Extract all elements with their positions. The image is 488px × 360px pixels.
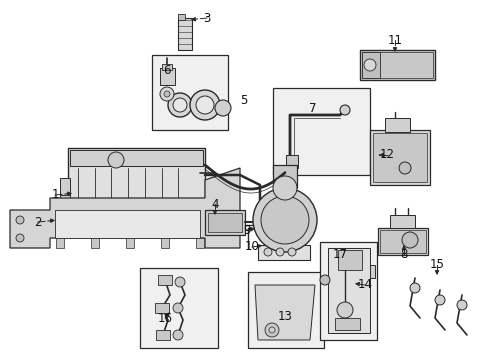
Circle shape: [173, 98, 186, 112]
Circle shape: [168, 93, 192, 117]
Circle shape: [336, 302, 352, 318]
Bar: [379, 230, 425, 253]
Text: 11: 11: [386, 33, 402, 46]
Bar: [140, 268, 218, 348]
Text: 8: 8: [400, 248, 407, 261]
Bar: [247, 272, 324, 348]
Text: 6: 6: [163, 63, 170, 77]
Text: 1: 1: [51, 189, 59, 202]
Bar: [158, 275, 172, 285]
Bar: [359, 265, 374, 278]
Circle shape: [160, 87, 174, 101]
Bar: [160, 68, 175, 85]
Polygon shape: [254, 285, 314, 340]
Bar: [60, 195, 70, 207]
Circle shape: [401, 232, 417, 248]
Bar: [384, 118, 409, 132]
Bar: [155, 303, 169, 313]
Bar: [156, 330, 170, 340]
Bar: [60, 178, 70, 198]
Circle shape: [175, 277, 184, 287]
Bar: [372, 133, 426, 182]
Circle shape: [319, 275, 329, 285]
Circle shape: [261, 196, 308, 244]
Circle shape: [339, 105, 349, 115]
Text: 10: 10: [244, 240, 259, 253]
Circle shape: [252, 188, 316, 252]
Circle shape: [398, 162, 410, 174]
Circle shape: [268, 327, 274, 333]
Bar: [178, 14, 184, 20]
Bar: [204, 210, 244, 235]
Text: 17: 17: [332, 248, 347, 261]
Bar: [56, 238, 64, 248]
Bar: [272, 165, 296, 188]
Circle shape: [287, 248, 295, 256]
Bar: [369, 130, 429, 185]
Bar: [337, 250, 361, 270]
Bar: [70, 150, 203, 166]
Bar: [162, 64, 172, 70]
Circle shape: [173, 303, 183, 313]
Circle shape: [16, 234, 24, 242]
Text: 16: 16: [157, 311, 172, 324]
Bar: [65, 203, 207, 220]
Circle shape: [108, 152, 124, 168]
Circle shape: [163, 91, 170, 97]
Bar: [264, 288, 307, 305]
Bar: [359, 50, 434, 80]
Bar: [68, 148, 204, 215]
Bar: [152, 55, 227, 130]
Circle shape: [16, 216, 24, 224]
Bar: [272, 88, 369, 175]
Text: 3: 3: [203, 12, 210, 24]
Bar: [207, 213, 242, 232]
Text: 15: 15: [428, 258, 444, 271]
Bar: [389, 215, 414, 228]
Bar: [361, 52, 379, 78]
Circle shape: [196, 96, 214, 114]
Bar: [327, 248, 369, 333]
Circle shape: [275, 248, 284, 256]
Text: 14: 14: [357, 279, 372, 292]
Text: 5: 5: [240, 94, 247, 107]
Circle shape: [272, 176, 296, 200]
Bar: [361, 52, 432, 78]
Circle shape: [173, 330, 183, 340]
Circle shape: [434, 295, 444, 305]
Polygon shape: [55, 210, 200, 238]
Circle shape: [190, 90, 220, 120]
Bar: [319, 242, 376, 340]
Text: 4: 4: [211, 198, 218, 211]
Text: 12: 12: [379, 148, 394, 162]
Bar: [178, 18, 192, 50]
Circle shape: [363, 59, 375, 71]
Text: 7: 7: [308, 102, 316, 114]
Polygon shape: [10, 168, 240, 248]
Bar: [285, 155, 297, 168]
Bar: [334, 318, 359, 330]
Circle shape: [409, 283, 419, 293]
Bar: [161, 238, 169, 248]
Bar: [126, 238, 134, 248]
Circle shape: [215, 100, 230, 116]
Bar: [377, 228, 427, 255]
Text: 13: 13: [277, 310, 292, 323]
Circle shape: [264, 323, 279, 337]
Bar: [258, 245, 309, 260]
Circle shape: [264, 248, 271, 256]
Bar: [91, 238, 99, 248]
Text: 9: 9: [243, 224, 250, 237]
Circle shape: [456, 300, 466, 310]
Text: 2: 2: [34, 216, 41, 229]
Bar: [196, 238, 203, 248]
